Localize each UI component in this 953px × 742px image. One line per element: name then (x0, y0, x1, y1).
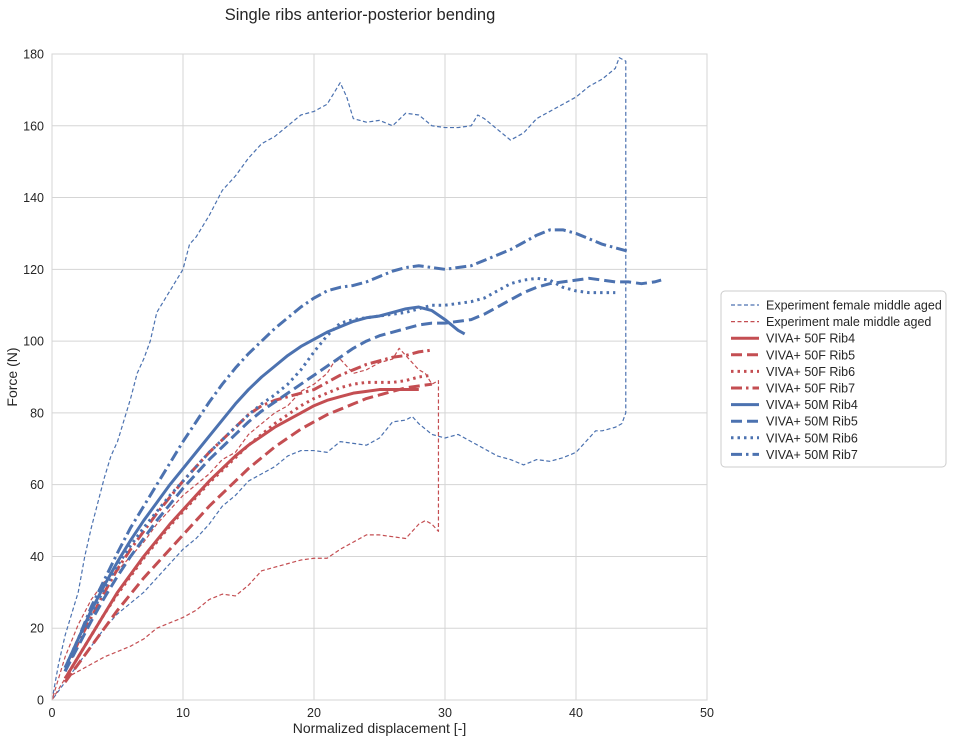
y-tick-label: 80 (30, 406, 44, 420)
legend-label: VIVA+ 50M Rib7 (766, 448, 858, 462)
plot-frame (51, 53, 708, 701)
y-tick-label: 20 (30, 622, 44, 636)
y-tick-label: 180 (23, 48, 44, 62)
series-lines (51, 56, 662, 701)
series-line (63, 388, 419, 680)
y-tick-label: 140 (23, 191, 44, 205)
legend-label: VIVA+ 50M Rib4 (766, 398, 858, 412)
legend-label: VIVA+ 50F Rib4 (766, 332, 855, 346)
legend-label: Experiment male middle aged (766, 315, 931, 329)
legend-box (720, 290, 947, 468)
y-tick-label: 0 (37, 694, 44, 708)
y-axis-label: Force (N) (4, 347, 20, 406)
legend-label: VIVA+ 50F Rib6 (766, 365, 855, 379)
chart-title: Single ribs anterior-posterior bending (225, 6, 496, 24)
series-line (51, 56, 627, 701)
series-line (63, 276, 616, 669)
legend: Experiment female middle aged Experiment … (720, 290, 947, 468)
x-tick-label: 40 (569, 706, 583, 720)
series-line (51, 347, 440, 701)
legend-label: VIVA+ 50F Rib7 (766, 382, 855, 396)
tick-labels: 0 10 20 30 40 50 0 20 40 60 80 100 120 140 160 180 (23, 48, 714, 721)
y-tick-label: 100 (23, 335, 44, 349)
x-tick-label: 30 (438, 706, 452, 720)
x-tick-label: 0 (49, 706, 56, 720)
legend-label: VIVA+ 50F Rib5 (766, 348, 855, 362)
grid (51, 53, 708, 701)
x-tick-label: 50 (700, 706, 714, 720)
y-tick-label: 120 (23, 263, 44, 277)
y-tick-label: 160 (23, 119, 44, 133)
series-line (63, 305, 466, 669)
y-tick-label: 60 (30, 478, 44, 492)
x-tick-label: 10 (176, 706, 190, 720)
x-tick-label: 20 (307, 706, 321, 720)
series-line (63, 382, 433, 683)
legend-label: VIVA+ 50M Rib5 (766, 415, 858, 429)
series-line (63, 348, 433, 672)
y-tick-label: 40 (30, 550, 44, 564)
x-axis-label: Normalized displacement [-] (293, 720, 467, 736)
legend-label: Experiment female middle aged (766, 299, 942, 313)
series-line (63, 276, 662, 672)
series-line (63, 228, 629, 672)
legend-label: VIVA+ 50M Rib6 (766, 431, 858, 445)
